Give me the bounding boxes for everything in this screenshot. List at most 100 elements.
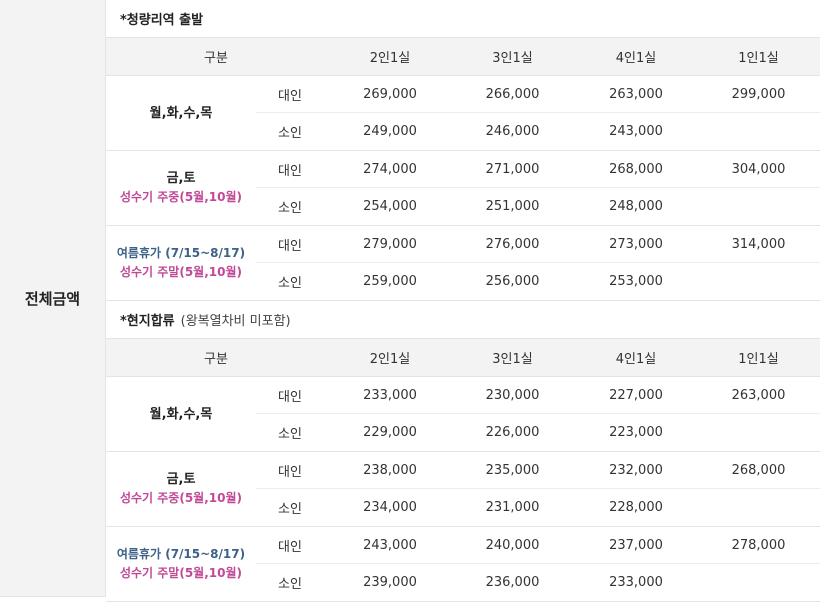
group-label-line1: 월,화,수,목 — [149, 406, 213, 422]
price-cell: 269,000 — [330, 76, 450, 113]
group-label-line2: 성수기 주중(5월,10월) — [119, 190, 243, 204]
passenger-type: 소인 — [278, 201, 302, 216]
price-sections: *청량리역 출발 구분 2인1실 3인1실 4인1실 1인1실 월,화,수,목 대인 269,0… — [106, 0, 820, 602]
group-label-line1: 여름휴가 (7/15~8/17) — [116, 547, 246, 561]
price-cell: 237,000 — [575, 527, 697, 564]
passenger-type: 소인 — [278, 502, 302, 517]
price-cell: 266,000 — [450, 76, 575, 113]
section-note: (왕복열차비 미포함) — [180, 314, 291, 329]
total-price-cell: 전체금액 — [0, 0, 106, 597]
passenger-type: 소인 — [278, 577, 302, 592]
price-cell: 254,000 — [363, 199, 417, 214]
price-cell — [697, 263, 820, 300]
price-group: 월,화,수,목 대인 233,000 230,000 227,000 263,000 소인 2… — [106, 377, 820, 452]
price-cell: 274,000 — [330, 151, 450, 188]
price-cell: 268,000 — [575, 151, 697, 188]
price-cell: 276,000 — [450, 226, 575, 263]
price-cell: 223,000 — [609, 425, 663, 440]
passenger-type: 대인 — [256, 527, 330, 564]
price-cell: 226,000 — [485, 425, 540, 440]
price-cell: 251,000 — [485, 199, 540, 214]
passenger-type: 소인 — [278, 126, 302, 141]
price-cell: 256,000 — [485, 274, 540, 289]
passenger-type: 소인 — [278, 427, 302, 442]
group-label: 월,화,수,목 — [106, 76, 256, 150]
header-room-type: 2인1실 — [369, 51, 411, 66]
group-label-line2: 성수기 주말(5월,10월) — [119, 265, 243, 279]
price-cell: 273,000 — [575, 226, 697, 263]
price-cell: 231,000 — [485, 500, 540, 515]
price-cell: 232,000 — [575, 452, 697, 489]
group-label-line1: 금,토 — [166, 472, 196, 487]
table-header: 구분 2인1실 3인1실 4인1실 1인1실 — [106, 38, 820, 76]
section-heading: *청량리역 출발 — [120, 13, 204, 28]
section-title: *현지합류 (왕복열차비 미포함) — [106, 301, 820, 339]
passenger-type: 대인 — [256, 452, 330, 489]
header-room-type: 1인1실 — [738, 51, 779, 66]
section-title: *청량리역 출발 — [106, 0, 820, 38]
price-cell: 249,000 — [363, 124, 417, 139]
passenger-type: 소인 — [278, 276, 302, 291]
price-cell: 268,000 — [697, 452, 820, 489]
price-cell: 233,000 — [609, 575, 663, 590]
group-label: 여름휴가 (7/15~8/17) 성수기 주말(5월,10월) — [106, 527, 256, 601]
passenger-type: 대인 — [256, 226, 330, 263]
price-cell: 238,000 — [330, 452, 450, 489]
header-room-type: 3인1실 — [492, 352, 533, 367]
price-cell — [697, 188, 820, 225]
group-label-line1: 여름휴가 (7/15~8/17) — [116, 246, 246, 260]
price-cell: 236,000 — [485, 575, 540, 590]
passenger-type: 대인 — [256, 151, 330, 188]
price-cell: 229,000 — [363, 425, 417, 440]
price-cell: 239,000 — [363, 575, 417, 590]
price-cell — [697, 414, 820, 451]
price-cell: 279,000 — [330, 226, 450, 263]
group-label-line2: 성수기 주중(5월,10월) — [119, 491, 243, 505]
price-group: 금,토 성수기 주중(5월,10월) 대인 238,000 235,000 232,000… — [106, 452, 820, 527]
price-cell: 248,000 — [609, 199, 663, 214]
passenger-type: 대인 — [256, 377, 330, 414]
price-cell: 228,000 — [609, 500, 663, 515]
price-cell: 227,000 — [575, 377, 697, 414]
passenger-type: 대인 — [256, 76, 330, 113]
price-group: 여름휴가 (7/15~8/17) 성수기 주말(5월,10월) 대인 243,000 2… — [106, 527, 820, 602]
section-heading: *현지합류 — [120, 314, 175, 329]
header-room-type: 2인1실 — [369, 352, 411, 367]
header-room-type: 4인1실 — [615, 352, 657, 367]
price-cell: 259,000 — [363, 274, 417, 289]
price-cell: 240,000 — [450, 527, 575, 564]
group-label: 여름휴가 (7/15~8/17) 성수기 주말(5월,10월) — [106, 226, 256, 300]
price-cell: 278,000 — [697, 527, 820, 564]
group-label: 월,화,수,목 — [106, 377, 256, 451]
price-cell: 263,000 — [575, 76, 697, 113]
price-cell: 243,000 — [330, 527, 450, 564]
price-cell: 233,000 — [330, 377, 450, 414]
table-header: 구분 2인1실 3인1실 4인1실 1인1실 — [106, 339, 820, 377]
price-cell: 246,000 — [485, 124, 540, 139]
price-cell: 263,000 — [697, 377, 820, 414]
group-label-line1: 금,토 — [166, 171, 196, 186]
price-cell: 299,000 — [697, 76, 820, 113]
price-cell: 271,000 — [450, 151, 575, 188]
total-price-label: 전체금액 — [24, 289, 81, 308]
price-cell — [697, 489, 820, 526]
price-cell: 235,000 — [450, 452, 575, 489]
price-group: 금,토 성수기 주중(5월,10월) 대인 274,000 271,000 268,000… — [106, 151, 820, 226]
header-category: 구분 — [204, 352, 228, 367]
header-category: 구분 — [204, 51, 228, 66]
price-cell: 314,000 — [697, 226, 820, 263]
price-cell: 230,000 — [450, 377, 575, 414]
group-label-line1: 월,화,수,목 — [149, 105, 213, 121]
price-cell: 304,000 — [697, 151, 820, 188]
price-group: 여름휴가 (7/15~8/17) 성수기 주말(5월,10월) 대인 279,000 2… — [106, 226, 820, 301]
group-label-line2: 성수기 주말(5월,10월) — [119, 566, 243, 580]
price-group: 월,화,수,목 대인 269,000 266,000 263,000 299,000 소인 2… — [106, 76, 820, 151]
price-cell — [697, 564, 820, 601]
price-cell — [697, 113, 820, 150]
price-cell: 253,000 — [609, 274, 663, 289]
price-cell: 243,000 — [609, 124, 663, 139]
header-room-type: 4인1실 — [615, 51, 657, 66]
